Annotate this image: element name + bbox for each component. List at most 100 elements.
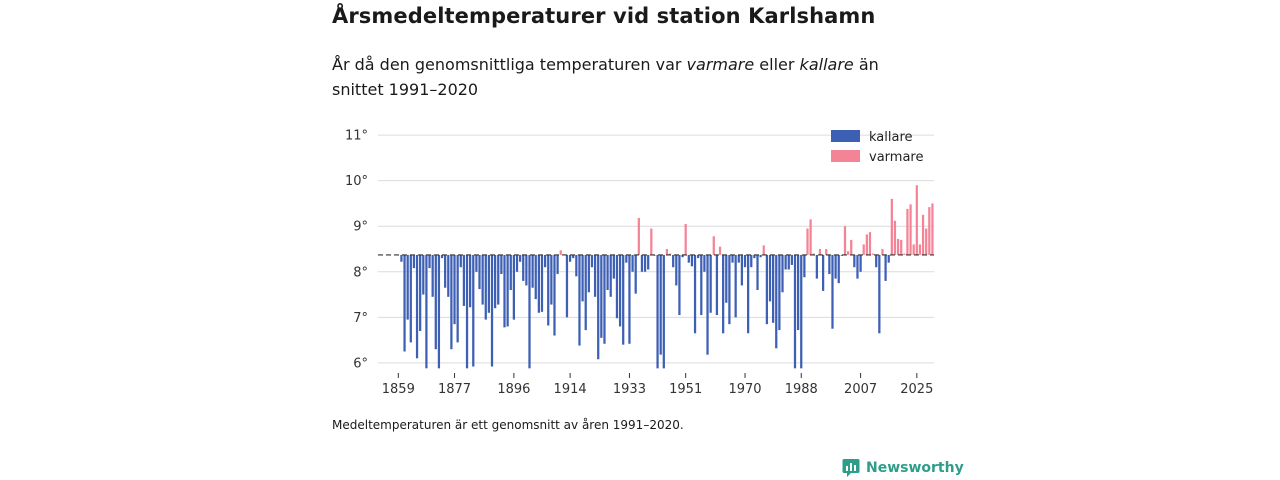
bar-warm-year[interactable]: [890, 198, 893, 255]
bar-cold-year[interactable]: [500, 254, 503, 275]
bar-cold-year[interactable]: [412, 254, 416, 269]
bar-warm-year[interactable]: [862, 244, 865, 255]
bar-cold-year[interactable]: [434, 254, 437, 350]
bar-cold-year[interactable]: [734, 254, 737, 318]
bar-cold-year[interactable]: [687, 254, 690, 263]
bar-cold-year[interactable]: [781, 254, 784, 293]
bar-cold-year[interactable]: [584, 254, 587, 331]
bar-warm-year[interactable]: [650, 228, 653, 255]
bar-cold-year[interactable]: [444, 254, 447, 288]
bar-cold-year[interactable]: [572, 254, 575, 259]
bar-warm-year[interactable]: [818, 249, 822, 255]
bar-cold-year[interactable]: [403, 254, 406, 352]
bar-cold-year[interactable]: [481, 254, 484, 305]
bar-warm-year[interactable]: [881, 249, 884, 255]
bar-cold-year[interactable]: [553, 254, 556, 336]
bar-warm-year[interactable]: [665, 249, 669, 255]
bar-cold-year[interactable]: [675, 254, 678, 286]
bar-warm-year[interactable]: [806, 228, 809, 255]
bar-cold-year[interactable]: [784, 254, 787, 270]
bar-cold-year[interactable]: [597, 254, 600, 360]
bar-cold-year[interactable]: [775, 254, 778, 349]
bar-cold-year[interactable]: [803, 254, 806, 278]
bar-cold-year[interactable]: [884, 254, 887, 281]
bar-warm-year[interactable]: [918, 244, 922, 255]
bar-cold-year[interactable]: [853, 254, 856, 268]
bar-cold-year[interactable]: [706, 254, 709, 355]
bar-cold-year[interactable]: [415, 254, 419, 359]
bar-cold-year[interactable]: [615, 254, 619, 319]
bar-warm-year[interactable]: [850, 239, 853, 255]
bar-cold-year[interactable]: [497, 254, 500, 305]
bar-cold-year[interactable]: [462, 254, 466, 306]
bar-warm-year[interactable]: [903, 253, 906, 255]
bar-cold-year[interactable]: [431, 254, 434, 297]
bar-warm-year[interactable]: [871, 253, 875, 255]
bar-cold-year[interactable]: [887, 254, 890, 263]
bar-warm-year[interactable]: [668, 253, 672, 255]
bar-cold-year[interactable]: [428, 254, 431, 269]
bar-cold-year[interactable]: [603, 254, 606, 344]
bar-cold-year[interactable]: [419, 254, 422, 331]
bar-cold-year[interactable]: [459, 254, 462, 268]
bar-cold-year[interactable]: [519, 254, 522, 262]
bar-cold-year[interactable]: [725, 254, 728, 303]
bar-cold-year[interactable]: [487, 254, 491, 313]
bar-cold-year[interactable]: [703, 254, 706, 272]
bar-cold-year[interactable]: [478, 254, 481, 290]
bar-cold-year[interactable]: [715, 254, 719, 316]
bar-cold-year[interactable]: [787, 254, 790, 270]
bar-cold-year[interactable]: [831, 254, 834, 329]
bar-cold-year[interactable]: [793, 254, 797, 369]
bar-cold-year[interactable]: [534, 254, 537, 300]
bar-cold-year[interactable]: [509, 254, 512, 290]
bar-warm-year[interactable]: [893, 220, 897, 255]
bar-cold-year[interactable]: [878, 254, 881, 334]
bar-cold-year[interactable]: [475, 254, 478, 272]
bar-warm-year[interactable]: [865, 234, 868, 255]
bar-cold-year[interactable]: [537, 254, 540, 313]
bar-cold-year[interactable]: [756, 254, 759, 290]
bar-cold-year[interactable]: [840, 254, 843, 256]
bar-cold-year[interactable]: [409, 254, 412, 343]
bar-cold-year[interactable]: [634, 254, 637, 294]
bar-warm-year[interactable]: [712, 236, 715, 255]
bar-warm-year[interactable]: [921, 214, 925, 255]
bar-cold-year[interactable]: [556, 254, 559, 275]
bar-cold-year[interactable]: [737, 254, 740, 263]
bar-cold-year[interactable]: [647, 254, 650, 270]
bar-cold-year[interactable]: [531, 254, 534, 288]
bar-cold-year[interactable]: [759, 254, 762, 258]
bar-cold-year[interactable]: [590, 254, 594, 268]
bar-warm-year[interactable]: [812, 253, 815, 255]
bar-cold-year[interactable]: [753, 254, 756, 259]
bar-cold-year[interactable]: [772, 254, 775, 323]
bar-cold-year[interactable]: [465, 254, 469, 369]
bar-cold-year[interactable]: [765, 254, 769, 325]
bar-cold-year[interactable]: [543, 254, 547, 268]
bar-cold-year[interactable]: [700, 254, 703, 316]
bar-cold-year[interactable]: [469, 254, 472, 308]
bar-cold-year[interactable]: [631, 254, 634, 272]
bar-cold-year[interactable]: [747, 254, 750, 334]
bar-cold-year[interactable]: [453, 254, 456, 325]
bar-warm-year[interactable]: [896, 238, 900, 255]
bar-cold-year[interactable]: [550, 254, 553, 305]
bar-warm-year[interactable]: [684, 223, 687, 255]
bar-cold-year[interactable]: [768, 254, 772, 302]
bar-cold-year[interactable]: [815, 254, 818, 279]
bar-warm-year[interactable]: [637, 218, 640, 255]
bar-cold-year[interactable]: [697, 254, 700, 259]
bar-cold-year[interactable]: [728, 254, 731, 325]
bar-cold-year[interactable]: [743, 254, 747, 268]
bar-warm-year[interactable]: [843, 226, 847, 255]
bar-cold-year[interactable]: [490, 254, 494, 367]
bar-cold-year[interactable]: [575, 254, 578, 277]
bar-cold-year[interactable]: [709, 254, 712, 313]
bar-cold-year[interactable]: [581, 254, 584, 302]
bar-cold-year[interactable]: [528, 254, 531, 369]
bar-cold-year[interactable]: [672, 254, 675, 268]
bar-cold-year[interactable]: [540, 254, 544, 312]
bar-warm-year[interactable]: [718, 246, 722, 255]
bar-warm-year[interactable]: [762, 245, 765, 255]
